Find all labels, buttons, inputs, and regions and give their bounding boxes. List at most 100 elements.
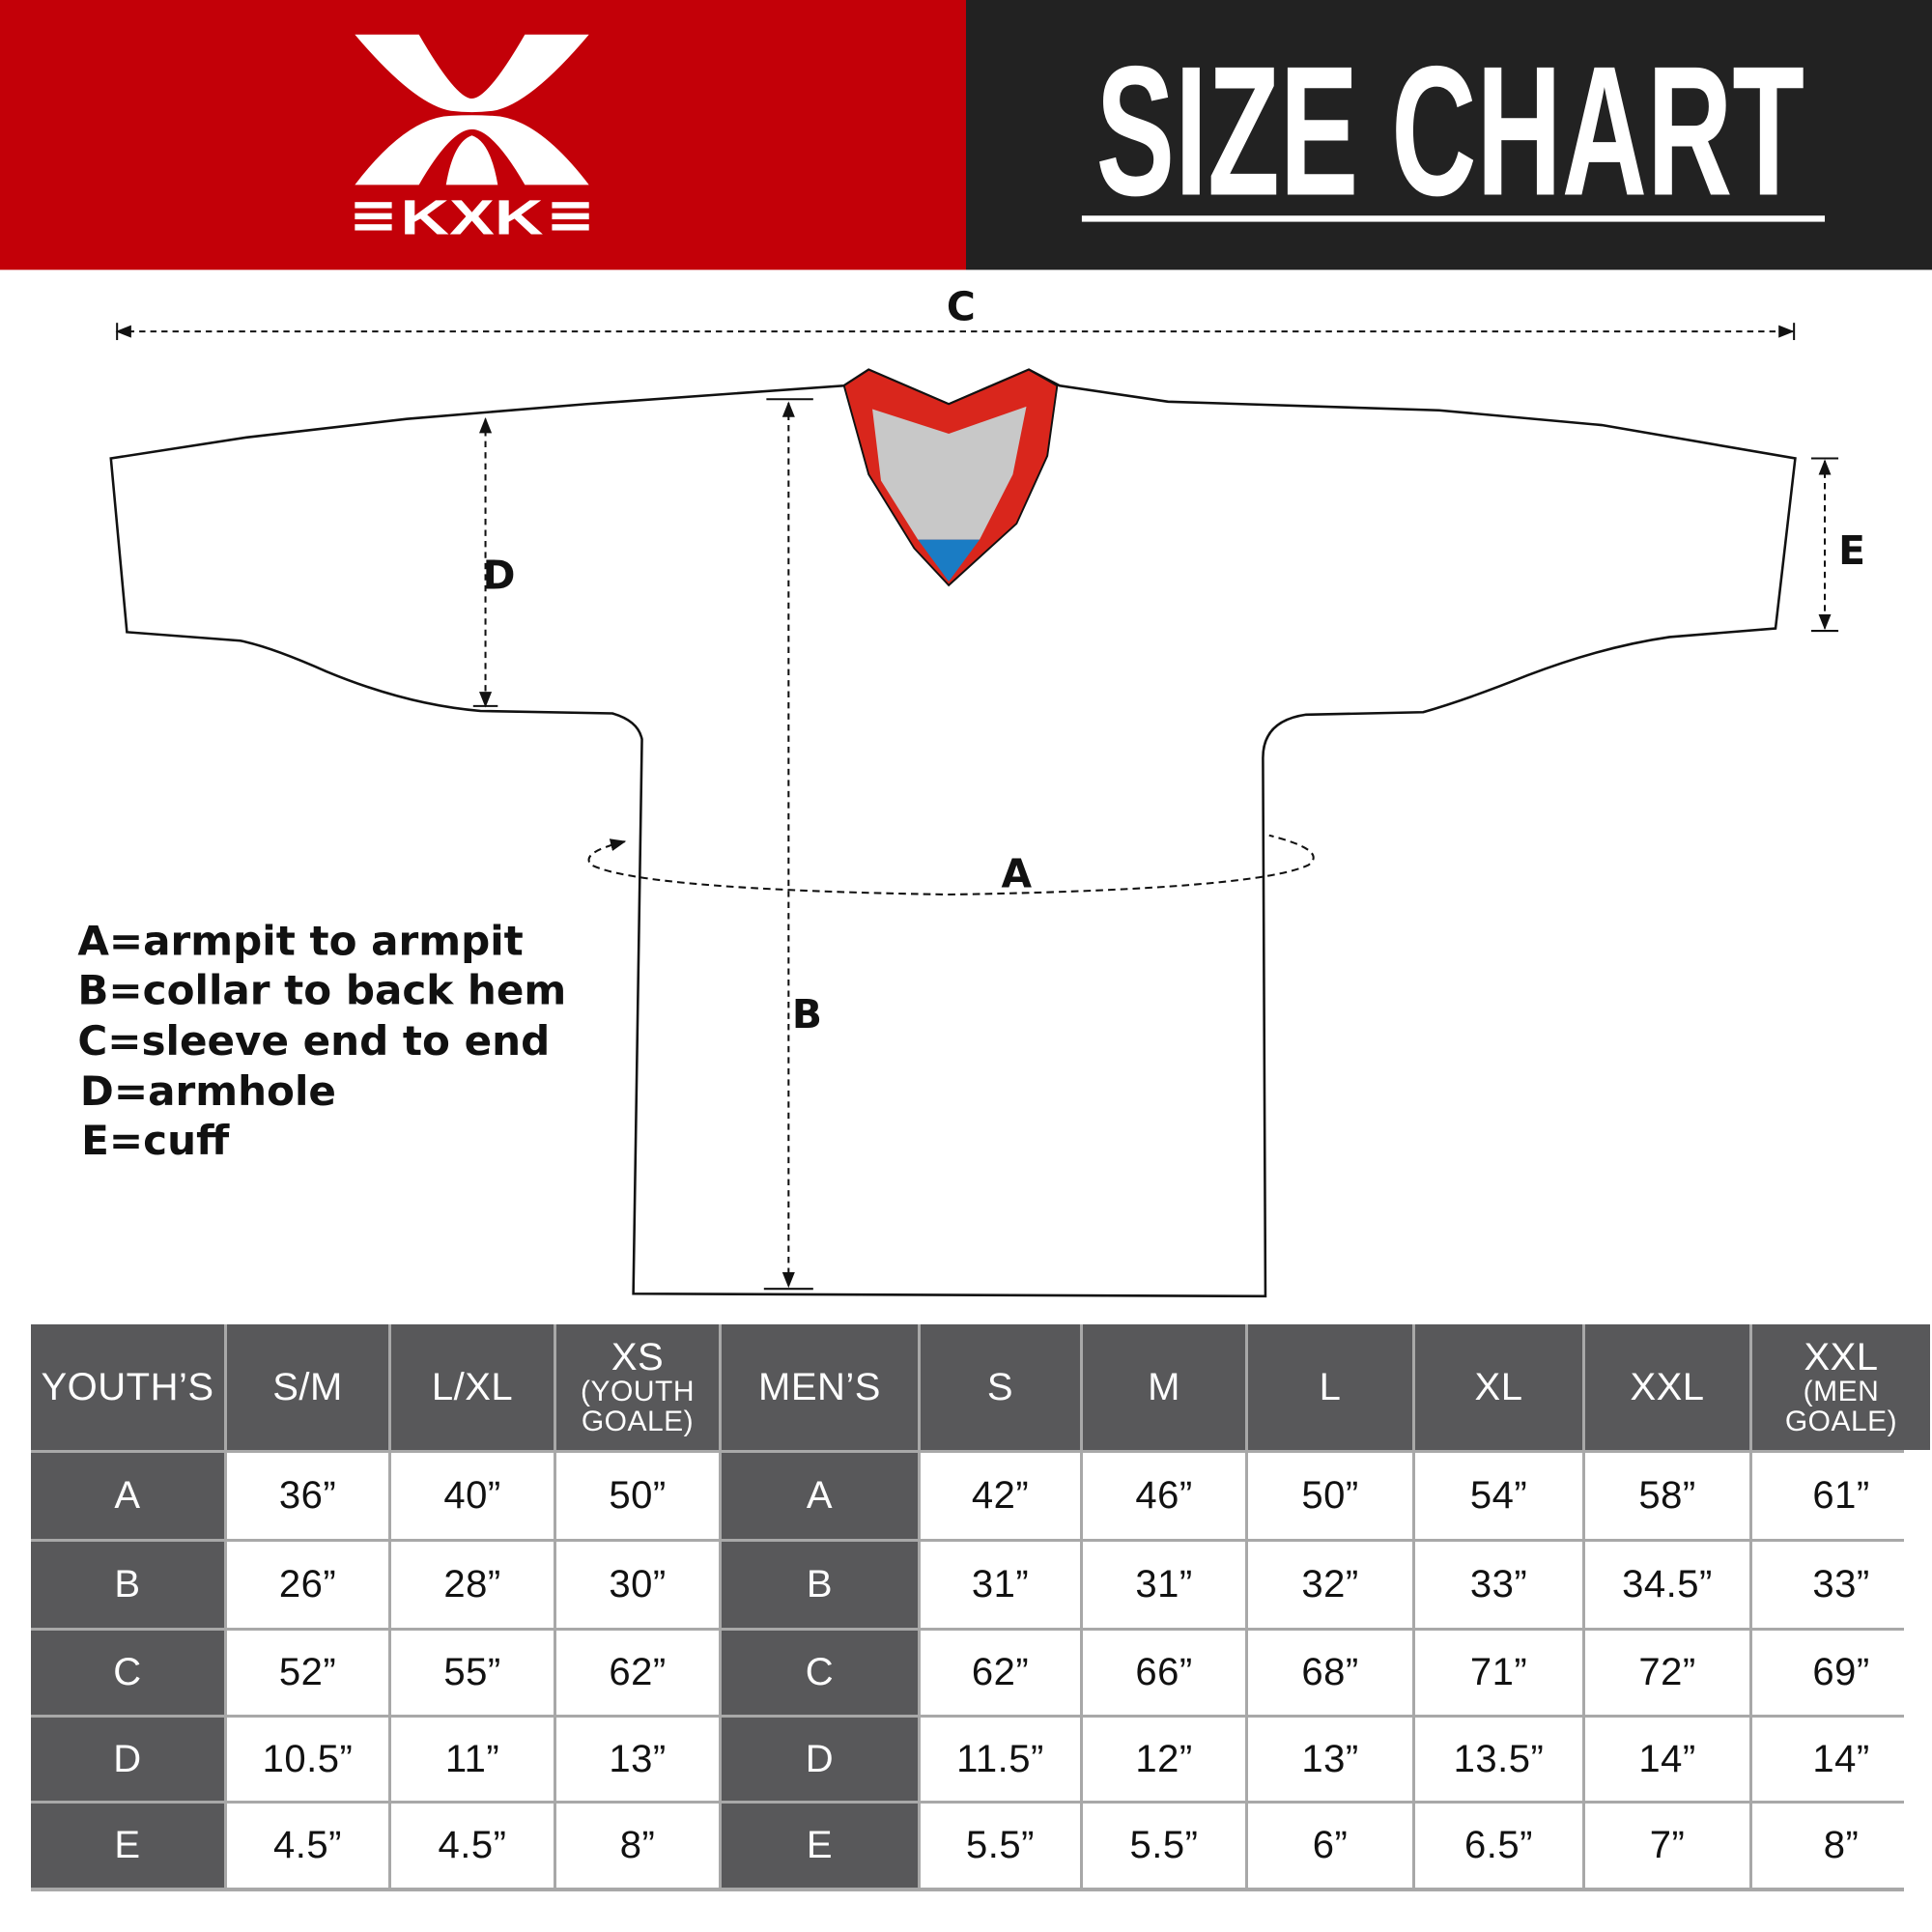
header-label: S/M (272, 1366, 343, 1408)
size-table: YOUTH’S S/M L/XL XS (YOUTH GOALE) MEN’S S M L XL XX… (31, 1324, 1930, 1891)
table-cell: 33” (1752, 1542, 1930, 1628)
table-cell: 28” (391, 1542, 554, 1628)
column-header: XXL (1585, 1324, 1749, 1450)
table-cell: 31” (921, 1542, 1080, 1628)
table-cell: 46” (1083, 1453, 1245, 1539)
row-label: C (31, 1631, 224, 1715)
row-label: B (31, 1542, 224, 1628)
table-cell: 26” (227, 1542, 388, 1628)
column-header: XXL (MEN GOALE) (1752, 1324, 1930, 1450)
column-header: S/M (227, 1324, 388, 1450)
table-cell: 50” (556, 1453, 719, 1539)
table-cell: 12” (1083, 1718, 1245, 1801)
table-cell: 66” (1083, 1631, 1245, 1715)
table-cell: 54” (1415, 1453, 1582, 1539)
title-banner (966, 0, 1932, 270)
header-label: YOUTH’S (41, 1366, 214, 1408)
table-cell: 11” (391, 1718, 554, 1801)
header-label: XL (1474, 1366, 1523, 1408)
legend-item: E=cuff (81, 1117, 230, 1164)
label-a: A (1002, 850, 1033, 896)
row-label: B (722, 1542, 918, 1628)
header-sub: GOALE) (1784, 1406, 1898, 1437)
page-title: SIZE CHART (1096, 28, 1804, 235)
table-cell: 31” (1083, 1542, 1245, 1628)
label-e: E (1838, 527, 1865, 574)
row-label: A (722, 1453, 918, 1539)
table-cell: 34.5” (1585, 1542, 1749, 1628)
column-header: L (1248, 1324, 1412, 1450)
table-cell: 52” (227, 1631, 388, 1715)
row-label: C (722, 1631, 918, 1715)
table-cell: 13” (1248, 1718, 1412, 1801)
label-d: D (483, 553, 516, 599)
table-cell: 69” (1752, 1631, 1930, 1715)
header-label: L/XL (431, 1366, 514, 1408)
table-cell: 30” (556, 1542, 719, 1628)
column-header: XL (1415, 1324, 1582, 1450)
measurement-legend: A=armpit to armpit B=collar to back hem … (77, 918, 566, 1165)
title-underline (1081, 215, 1826, 222)
table-cell: 7” (1585, 1804, 1749, 1888)
table-cell: 4.5” (227, 1804, 388, 1888)
table-cell: 11.5” (921, 1718, 1080, 1801)
table-cell: 5.5” (1083, 1804, 1245, 1888)
table-cell: 33” (1415, 1542, 1582, 1628)
table-cell: 5.5” (921, 1804, 1080, 1888)
svg-text:KXK: KXK (401, 189, 544, 244)
table-cell: 50” (1248, 1453, 1412, 1539)
table-cell: 36” (227, 1453, 388, 1539)
table-cell: 72” (1585, 1631, 1749, 1715)
header-sub: (YOUTH (581, 1375, 695, 1407)
header-label: M (1148, 1366, 1180, 1408)
header-sub: (MEN (1803, 1375, 1880, 1407)
header-label: XXL (1630, 1366, 1705, 1408)
table-cell: 61” (1752, 1453, 1930, 1539)
column-header: M (1083, 1324, 1245, 1450)
legend-item: B=collar to back hem (77, 967, 566, 1014)
column-header: YOUTH’S (31, 1324, 224, 1450)
kxk-logo: KXK (355, 34, 589, 244)
header-label: XXL (1804, 1335, 1879, 1378)
column-header: MEN’S (722, 1324, 918, 1450)
label-c: C (947, 284, 976, 330)
row-label: E (31, 1804, 224, 1888)
measure-a-line (587, 834, 1315, 896)
table-cell: 4.5” (391, 1804, 554, 1888)
legend-item: D=armhole (80, 1067, 336, 1115)
header-label: L (1319, 1366, 1342, 1408)
header-sub: GOALE) (581, 1406, 695, 1437)
row-label: D (722, 1718, 918, 1801)
table-cell: 40” (391, 1453, 554, 1539)
table-cell: 62” (921, 1631, 1080, 1715)
table-cell: 13” (556, 1718, 719, 1801)
header-label: XS (611, 1335, 665, 1378)
header-label: MEN’S (758, 1366, 881, 1408)
table-cell: 14” (1752, 1718, 1930, 1801)
table-cell: 32” (1248, 1542, 1412, 1628)
column-header: XS (YOUTH GOALE) (556, 1324, 719, 1450)
legend-item: A=armpit to armpit (77, 918, 523, 965)
label-b: B (792, 991, 822, 1037)
table-cell: 14” (1585, 1718, 1749, 1801)
legend-item: C=sleeve end to end (77, 1017, 550, 1065)
row-label: D (31, 1718, 224, 1801)
table-cell: 10.5” (227, 1718, 388, 1801)
row-label: E (722, 1804, 918, 1888)
table-cell: 71” (1415, 1631, 1582, 1715)
table-cell: 62” (556, 1631, 719, 1715)
table-cell: 6.5” (1415, 1804, 1582, 1888)
table-cell: 58” (1585, 1453, 1749, 1539)
table-cell: 42” (921, 1453, 1080, 1539)
jersey-collar (842, 368, 1059, 587)
row-label: A (31, 1453, 224, 1539)
column-header: L/XL (391, 1324, 554, 1450)
table-cell: 6” (1248, 1804, 1412, 1888)
table-cell: 13.5” (1415, 1718, 1582, 1801)
column-header: S (921, 1324, 1080, 1450)
table-cell: 8” (556, 1804, 719, 1888)
header-label: S (986, 1366, 1014, 1408)
table-cell: 8” (1752, 1804, 1930, 1888)
